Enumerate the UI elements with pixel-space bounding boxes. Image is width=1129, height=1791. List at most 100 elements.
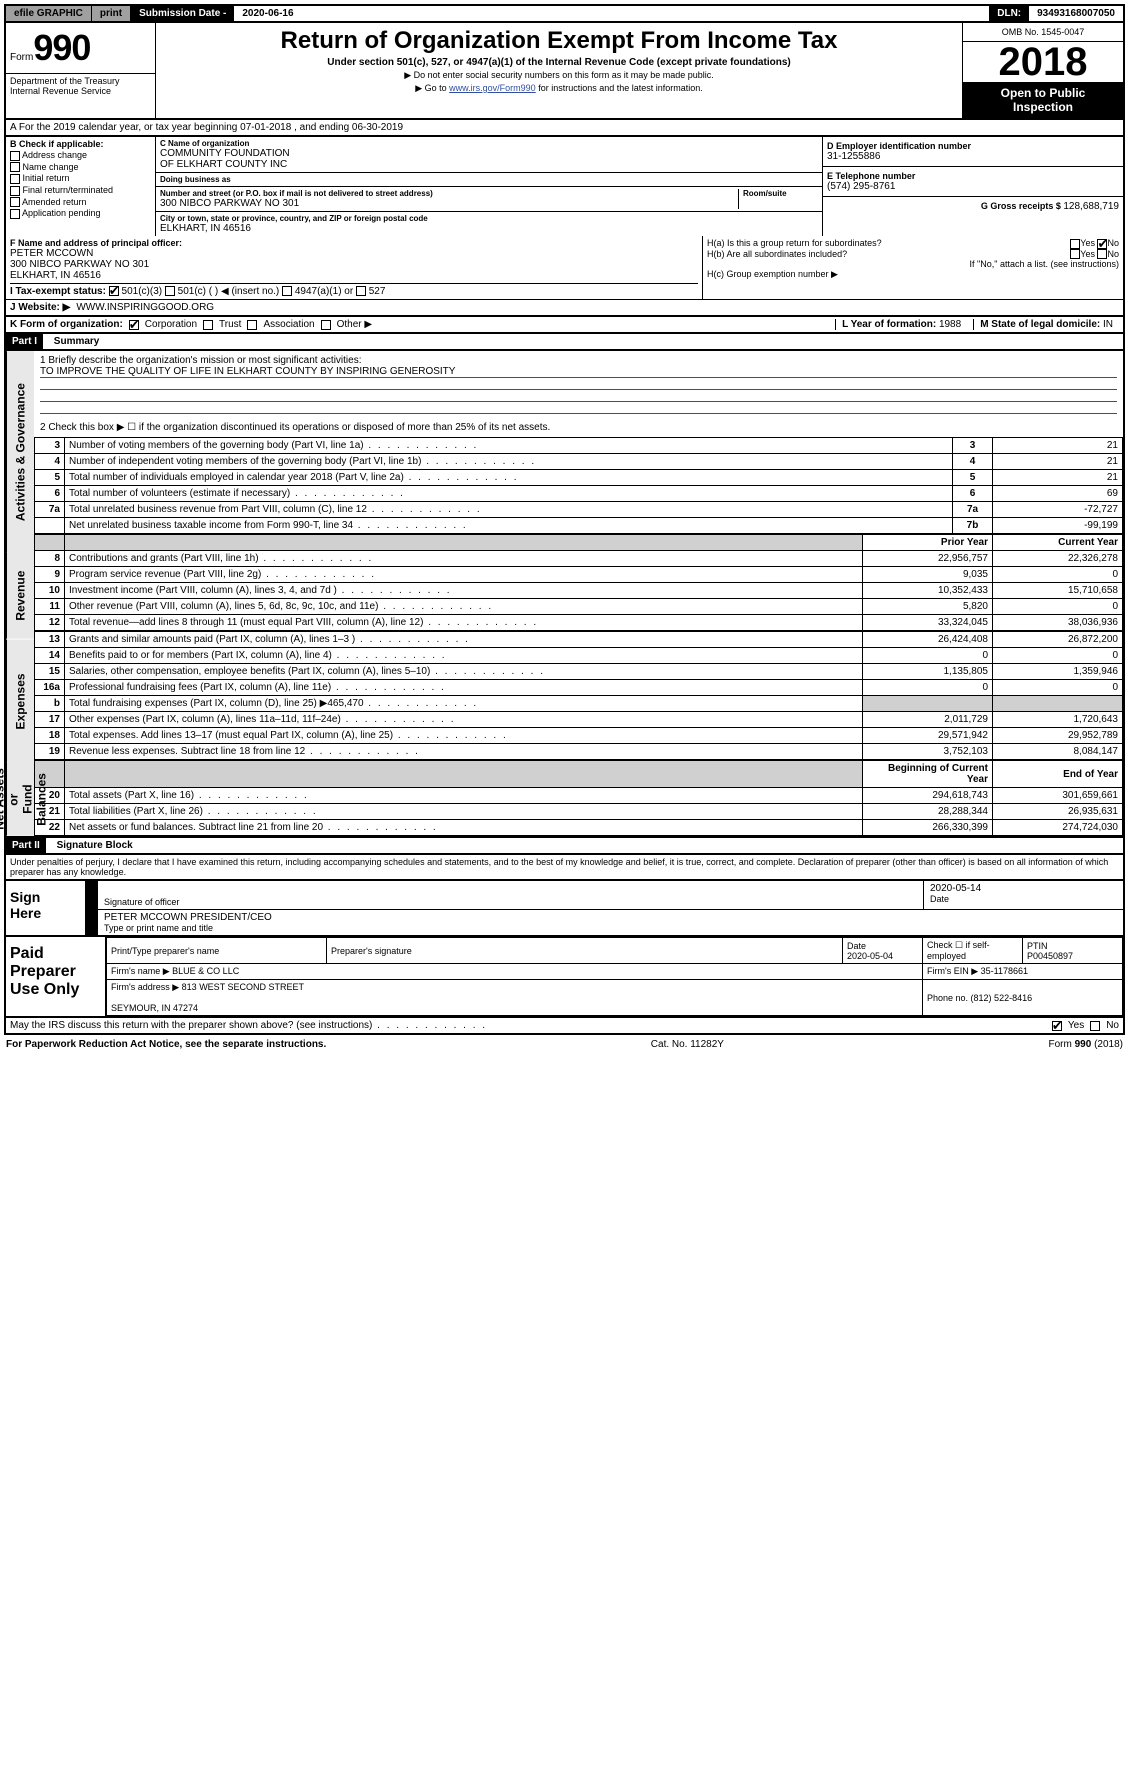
assoc-checkbox[interactable] bbox=[247, 320, 257, 330]
4947-checkbox[interactable] bbox=[282, 286, 292, 296]
print-button[interactable]: print bbox=[92, 6, 131, 21]
state-domicile-value: IN bbox=[1103, 319, 1113, 330]
other-checkbox[interactable] bbox=[321, 320, 331, 330]
table-row-num: 8 bbox=[35, 551, 65, 567]
revenue-table: Prior Year Current Year8 Contributions a… bbox=[34, 534, 1123, 631]
firm-ein-value: 35-1178661 bbox=[981, 966, 1028, 976]
governance-table: 3 Number of voting members of the govern… bbox=[34, 437, 1123, 534]
table-row-desc: Total expenses. Add lines 13–17 (must eq… bbox=[65, 728, 863, 744]
table-row-desc: Professional fundraising fees (Part IX, … bbox=[65, 680, 863, 696]
efile-graphic-button[interactable]: efile GRAPHIC bbox=[6, 6, 92, 21]
ha-yes-checkbox[interactable] bbox=[1070, 239, 1080, 249]
part-i-header: Part I bbox=[6, 334, 43, 349]
col-b-checkbox[interactable] bbox=[10, 197, 20, 207]
officer-label: F Name and address of principal officer: bbox=[10, 238, 698, 248]
sig-date-label: Date bbox=[930, 894, 1117, 904]
corp-checkbox[interactable] bbox=[129, 320, 139, 330]
table-row-prior: 22,956,757 bbox=[863, 551, 993, 567]
firm-addr-label: Firm's address ▶ bbox=[111, 982, 179, 992]
table-row-num: 9 bbox=[35, 567, 65, 583]
table-row-current: 274,724,030 bbox=[993, 820, 1123, 836]
501c-checkbox[interactable] bbox=[165, 286, 175, 296]
col-b-checkbox[interactable] bbox=[10, 209, 20, 219]
org-name: COMMUNITY FOUNDATION OF ELKHART COUNTY I… bbox=[160, 148, 818, 170]
irs-link[interactable]: www.irs.gov/Form990 bbox=[449, 83, 536, 93]
section-a-tax-year: A For the 2019 calendar year, or tax yea… bbox=[4, 120, 1125, 137]
firm-name-label: Firm's name ▶ bbox=[111, 966, 170, 976]
col-b-checkbox[interactable] bbox=[10, 186, 20, 196]
col-header: Current Year bbox=[993, 535, 1123, 551]
subtitle: Under section 501(c), 527, or 4947(a)(1)… bbox=[160, 57, 958, 68]
table-row-num: 7a bbox=[35, 502, 65, 518]
discuss-no-checkbox[interactable] bbox=[1090, 1021, 1100, 1031]
ha-no-checkbox[interactable] bbox=[1097, 239, 1107, 249]
table-row-current: 15,710,658 bbox=[993, 583, 1123, 599]
table-row-desc: Total revenue—add lines 8 through 11 (mu… bbox=[65, 615, 863, 631]
form-990-logo: Form990 bbox=[6, 23, 156, 73]
dept-treasury: Department of the Treasury Internal Reve… bbox=[6, 73, 156, 118]
table-row-desc: Salaries, other compensation, employee b… bbox=[65, 664, 863, 680]
table-row-num: 13 bbox=[35, 632, 65, 648]
table-row-desc: Number of voting members of the governin… bbox=[65, 438, 953, 454]
table-row-desc: Number of independent voting members of … bbox=[65, 454, 953, 470]
prep-name-label: Print/Type preparer's name bbox=[107, 938, 327, 964]
table-row-current: 38,036,936 bbox=[993, 615, 1123, 631]
sig-date-value: 2020-05-14 bbox=[930, 883, 1117, 894]
table-row-current: 8,084,147 bbox=[993, 744, 1123, 760]
table-row-num: 19 bbox=[35, 744, 65, 760]
hb-no-checkbox[interactable] bbox=[1097, 249, 1107, 259]
main-title: Return of Organization Exempt From Incom… bbox=[160, 27, 958, 55]
gross-receipts-label: G Gross receipts $ bbox=[981, 201, 1064, 211]
sign-here-block: Sign Here Signature of officer 2020-05-1… bbox=[4, 881, 1125, 937]
officer-value: PETER MCCOWN 300 NIBCO PARKWAY NO 301 EL… bbox=[10, 248, 698, 281]
sig-officer-label: Signature of officer bbox=[104, 897, 917, 907]
col-b-checkbox[interactable] bbox=[10, 174, 20, 184]
table-row-desc: Net assets or fund balances. Subtract li… bbox=[65, 820, 863, 836]
discuss-yes-checkbox[interactable] bbox=[1052, 1021, 1062, 1031]
tax-year: 2018 bbox=[963, 42, 1123, 82]
part-ii-header: Part II bbox=[6, 838, 46, 853]
expenses-table: 13 Grants and similar amounts paid (Part… bbox=[34, 631, 1123, 760]
table-row-num: 4 bbox=[35, 454, 65, 470]
vtab-revenue: Revenue bbox=[6, 553, 34, 639]
ha-label: H(a) Is this a group return for subordin… bbox=[707, 238, 882, 248]
table-row-desc: Grants and similar amounts paid (Part IX… bbox=[65, 632, 863, 648]
col-b-checkbox[interactable] bbox=[10, 162, 20, 172]
hb-yes-checkbox[interactable] bbox=[1070, 249, 1080, 259]
firm-phone-value: (812) 522-8416 bbox=[971, 993, 1033, 1003]
501c3-checkbox[interactable] bbox=[109, 286, 119, 296]
table-row-desc: Revenue less expenses. Subtract line 18 … bbox=[65, 744, 863, 760]
form-header: Form990 Department of the Treasury Inter… bbox=[4, 23, 1125, 120]
discuss-label: May the IRS discuss this return with the… bbox=[10, 1020, 487, 1031]
hb-label: H(b) Are all subordinates included? bbox=[707, 249, 847, 259]
year-formation-value: 1988 bbox=[939, 319, 961, 330]
table-row-value: -72,727 bbox=[993, 502, 1123, 518]
prep-self-employed: Check ☐ if self-employed bbox=[923, 938, 1023, 964]
phone-value: (574) 295-8761 bbox=[827, 181, 1119, 192]
form-org-label: K Form of organization: bbox=[10, 319, 123, 330]
phone-label: E Telephone number bbox=[827, 171, 1119, 181]
entity-grid: B Check if applicable: Address change Na… bbox=[4, 137, 1125, 236]
table-row-current: 0 bbox=[993, 599, 1123, 615]
table-row-value: 21 bbox=[993, 454, 1123, 470]
table-row-prior: 10,352,433 bbox=[863, 583, 993, 599]
city-value: ELKHART, IN 46516 bbox=[160, 223, 818, 234]
table-row-prior: 9,035 bbox=[863, 567, 993, 583]
table-row-num: b bbox=[35, 696, 65, 712]
prep-date-label: Date bbox=[847, 941, 866, 951]
instruction-2: ▶ Go to www.irs.gov/Form990 for instruct… bbox=[160, 83, 958, 94]
ptin-value: P00450897 bbox=[1027, 951, 1073, 961]
527-checkbox[interactable] bbox=[356, 286, 366, 296]
table-row-box: 4 bbox=[953, 454, 993, 470]
website-label: J Website: ▶ bbox=[10, 302, 70, 313]
table-row-desc: Total unrelated business revenue from Pa… bbox=[65, 502, 953, 518]
hb-note: If "No," attach a list. (see instruction… bbox=[707, 259, 1119, 269]
table-row-num: 17 bbox=[35, 712, 65, 728]
paid-preparer-label: Paid Preparer Use Only bbox=[6, 937, 106, 1016]
table-row-prior: 29,571,942 bbox=[863, 728, 993, 744]
col-b-checkbox[interactable] bbox=[10, 151, 20, 161]
col-b-checkboxes: B Check if applicable: Address change Na… bbox=[6, 137, 156, 236]
table-row-prior: 0 bbox=[863, 680, 993, 696]
trust-checkbox[interactable] bbox=[203, 320, 213, 330]
table-row-num: 11 bbox=[35, 599, 65, 615]
